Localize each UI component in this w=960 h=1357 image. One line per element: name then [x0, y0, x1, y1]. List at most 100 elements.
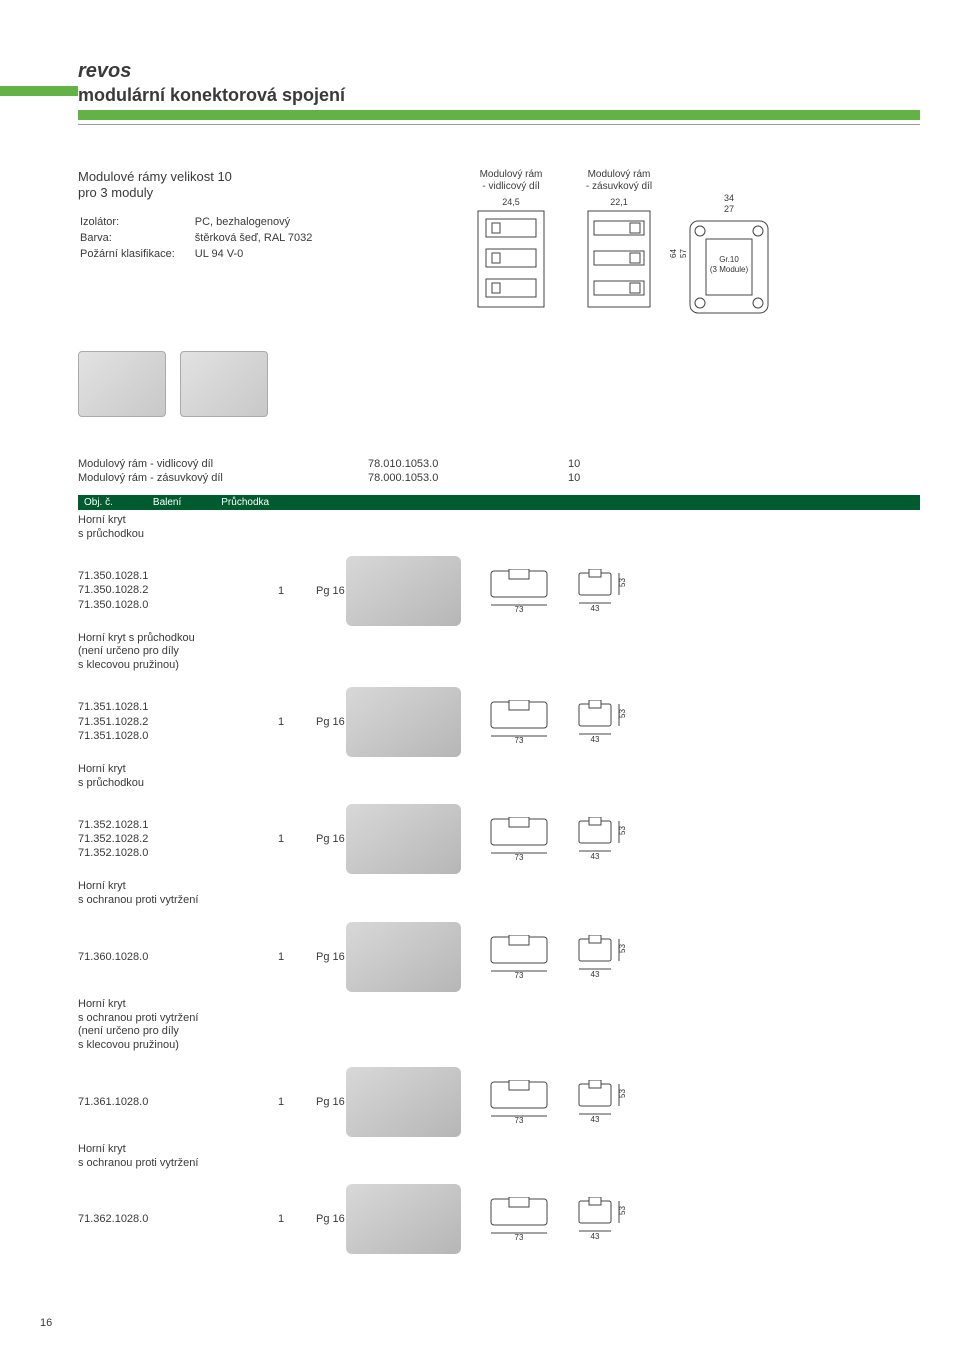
frame-name: Modulový rám - vidlicový díl — [78, 457, 368, 471]
product-codes: 71.351.1028.171.351.1028.271.351.1028.0 — [78, 700, 278, 743]
frame-code-table: Modulový rám - vidlicový díl 78.010.1053… — [78, 457, 920, 485]
scheme-front: 73 — [487, 569, 551, 613]
svg-text:73: 73 — [515, 605, 524, 613]
header-gland: Průchodka — [221, 497, 269, 508]
svg-text:53: 53 — [618, 943, 627, 952]
product-images: 73 43 53 — [346, 556, 920, 626]
intro-row: Modulové rámy velikost 10 pro 3 moduly I… — [78, 169, 920, 317]
svg-text:73: 73 — [515, 1116, 524, 1124]
diagram-caption: Modulový rám - zásuvkový díl — [586, 169, 652, 193]
spec-key: Požární klasifikace: — [80, 248, 193, 262]
dim-side: 64 — [669, 249, 678, 258]
spec-key: Barva: — [80, 232, 193, 246]
intro-diagrams: Modulový rám - vidlicový díl 24,5 Modu — [468, 169, 920, 317]
svg-text:53: 53 — [618, 1206, 627, 1215]
dim-top: 24,5 — [502, 197, 520, 207]
svg-text:53: 53 — [618, 1088, 627, 1097]
frame-pack: 10 — [568, 471, 920, 485]
table-row: Modulový rám - zásuvkový díl 78.000.1053… — [78, 471, 920, 485]
scheme-front: 73 — [487, 1080, 551, 1124]
svg-text:43: 43 — [591, 735, 600, 744]
frame-name: Modulový rám - zásuvkový díl — [78, 471, 368, 485]
product-row: 71.352.1028.171.352.1028.271.352.1028.01… — [78, 804, 920, 874]
product-description: Horní kryts průchodkou — [78, 763, 920, 791]
scheme-side: 43 53 — [577, 817, 633, 861]
frame-code: 78.010.1053.0 — [368, 457, 568, 471]
svg-text:43: 43 — [591, 852, 600, 861]
table-row: Modulový rám - vidlicový díl 78.010.1053… — [78, 457, 920, 471]
product-pack: 1 — [278, 1096, 316, 1108]
product-pack: 1 — [278, 833, 316, 845]
spec-table: Izolátor:PC, bezhalogenový Barva:štěrkov… — [78, 214, 332, 264]
product-pack: 1 — [278, 585, 316, 597]
svg-text:73: 73 — [515, 853, 524, 861]
product-photo — [346, 687, 461, 757]
product-pack: 1 — [278, 1213, 316, 1225]
frame-photos — [78, 351, 920, 417]
product-block: Horní kryts průchodkou71.350.1028.171.35… — [78, 514, 920, 626]
product-block: Horní kryts průchodkou 71.352.1028.171.35… — [78, 763, 920, 875]
svg-text:53: 53 — [618, 826, 627, 835]
photo-frame-socket — [180, 351, 268, 417]
product-codes: 71.360.1028.0 — [78, 950, 278, 964]
svg-text:43: 43 — [591, 604, 600, 613]
scheme-side: 43 53 — [577, 935, 633, 979]
intro-title-line2: pro 3 moduly — [78, 185, 153, 200]
svg-text:53: 53 — [618, 577, 627, 586]
spec-val: UL 94 V-0 — [195, 248, 331, 262]
brand-name: revos — [78, 60, 920, 83]
diagram-caption: Modulový rám - vidlicový díl — [480, 169, 543, 193]
product-photo — [346, 1184, 461, 1254]
product-photo — [346, 556, 461, 626]
cap-line: Modulový rám — [480, 169, 543, 180]
spec-key: Izolátor: — [80, 216, 193, 230]
svg-text:53: 53 — [618, 708, 627, 717]
grey-rule — [78, 124, 920, 125]
product-description: Horní kryts ochranou proti vytržení(není… — [78, 998, 920, 1053]
product-images: 73 43 53 — [346, 1067, 920, 1137]
svg-text:43: 43 — [591, 970, 600, 979]
product-codes: 71.350.1028.171.350.1028.271.350.1028.0 — [78, 569, 278, 612]
svg-text:73: 73 — [515, 971, 524, 979]
scheme-front: 73 — [487, 817, 551, 861]
product-block: Horní kryts ochranou proti vytržení71.36… — [78, 1143, 920, 1255]
dim-side: 57 — [679, 249, 688, 258]
product-block: Horní kryts ochranou proti vytržení(není… — [78, 998, 920, 1137]
intro-title: Modulové rámy velikost 10 pro 3 moduly — [78, 169, 438, 202]
product-images: 73 43 53 — [346, 687, 920, 757]
catalog-page: revos modulární konektorová spojení Modu… — [0, 0, 960, 1357]
product-block: Horní kryt s průchodkou(není určeno pro … — [78, 632, 920, 757]
header-pack: Balení — [153, 497, 181, 508]
product-photo — [346, 804, 461, 874]
diagram-svg — [574, 209, 664, 309]
product-block: Horní kryts ochranou proti vytržení71.36… — [78, 880, 920, 992]
product-photo — [346, 1067, 461, 1137]
product-pack: 1 — [278, 951, 316, 963]
spec-val: PC, bezhalogenový — [195, 216, 331, 230]
products-list: Horní kryts průchodkou 71.350.1028.171.35… — [78, 514, 920, 1254]
svg-text:43: 43 — [591, 1232, 600, 1241]
product-row: 71.360.1028.01Pg 16 73 43 53 — [78, 922, 920, 992]
svg-text:(3 Module): (3 Module) — [710, 265, 749, 274]
product-codes: 71.352.1028.171.352.1028.271.352.1028.0 — [78, 818, 278, 861]
svg-text:73: 73 — [515, 1233, 524, 1241]
diagram-housing: 34 27 Gr.10 (3 Module) — [684, 169, 774, 317]
product-images: 73 43 53 — [346, 804, 920, 874]
product-codes: 71.362.1028.0 — [78, 1212, 278, 1226]
frame-pack: 10 — [568, 457, 920, 471]
diagram-svg: Gr.10 (3 Module) — [684, 217, 774, 317]
product-codes: 71.361.1028.0 — [78, 1095, 278, 1109]
scheme-front: 73 — [487, 1197, 551, 1241]
svg-text:73: 73 — [515, 736, 524, 744]
frame-code: 78.000.1053.0 — [368, 471, 568, 485]
intro-title-line1: Modulové rámy velikost 10 — [78, 169, 232, 184]
product-row: 71.361.1028.01Pg 16 73 43 53 — [78, 1067, 920, 1137]
product-row: 71.351.1028.171.351.1028.271.351.1028.01… — [78, 687, 920, 757]
cap-line: - zásuvkový díl — [586, 181, 652, 192]
diagram-socket-frame: Modulový rám - zásuvkový díl 22,1 64 — [574, 169, 664, 309]
scheme-side: 43 53 — [577, 569, 633, 613]
diagram-svg — [468, 209, 554, 309]
header-obj: Obj. č. — [84, 497, 113, 508]
scheme-front: 73 — [487, 935, 551, 979]
svg-text:43: 43 — [591, 1115, 600, 1124]
